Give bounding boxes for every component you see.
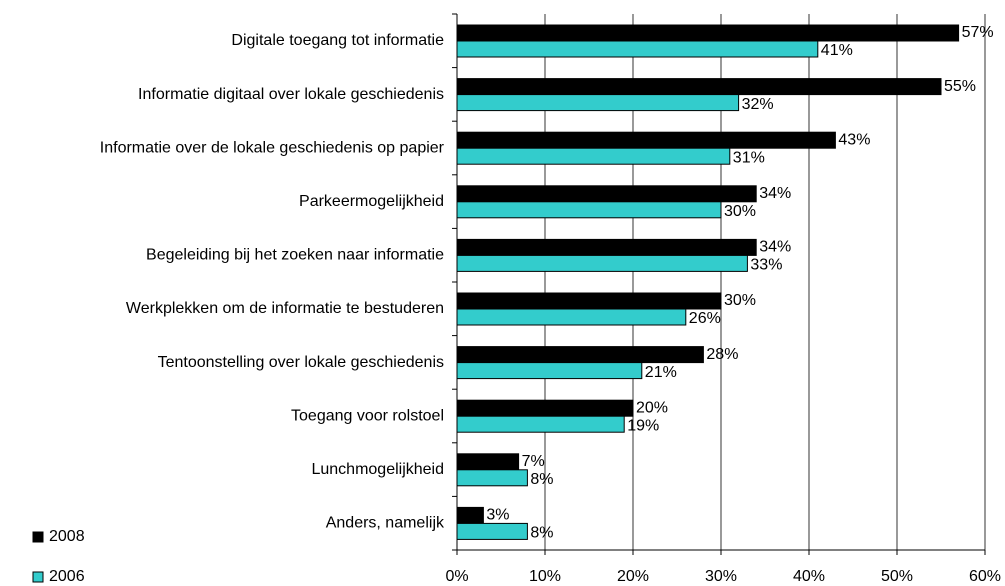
x-tick-label: 0%	[445, 568, 468, 585]
data-label: 28%	[706, 346, 738, 363]
data-label: 30%	[724, 292, 756, 309]
y-tick-label: Tentoonstelling over lokale geschiedenis	[158, 354, 444, 371]
bar	[456, 24, 960, 42]
bar	[456, 292, 722, 310]
y-tick-label: Anders, namelijk	[326, 515, 445, 532]
data-label: 41%	[821, 42, 853, 59]
data-label: 7%	[522, 453, 545, 470]
bar	[456, 238, 757, 256]
data-label: 31%	[733, 149, 765, 166]
data-label: 8%	[530, 525, 553, 542]
x-tick-label: 50%	[881, 568, 913, 585]
bar	[456, 185, 757, 203]
x-tick-label: 40%	[793, 568, 825, 585]
x-tick-label: 10%	[529, 568, 561, 585]
bar	[456, 94, 740, 112]
data-label: 32%	[742, 96, 774, 113]
legend-swatch	[32, 531, 44, 543]
y-tick-label: Lunchmogelijkheid	[311, 461, 444, 478]
bar	[456, 399, 634, 417]
data-label: 19%	[627, 417, 659, 434]
legend-label: 2006	[49, 568, 85, 585]
data-label: 8%	[530, 471, 553, 488]
bar	[456, 254, 748, 272]
bar	[456, 40, 819, 58]
data-label: 21%	[645, 364, 677, 381]
x-tick-label: 30%	[705, 568, 737, 585]
data-label: 26%	[689, 310, 721, 327]
bar	[456, 453, 520, 471]
y-tick-label: Informatie digitaal over lokale geschied…	[138, 86, 444, 103]
data-label: 3%	[486, 507, 509, 524]
data-label: 57%	[962, 24, 994, 41]
bar	[456, 346, 704, 364]
data-label: 20%	[636, 399, 668, 416]
y-tick-label: Digitale toegang tot informatie	[231, 32, 444, 49]
bar	[456, 415, 625, 433]
bar	[456, 131, 836, 149]
legend-label: 2008	[49, 528, 85, 545]
bar	[456, 78, 942, 96]
y-tick-label: Werkplekken om de informatie te bestuder…	[126, 300, 444, 317]
legend-swatch	[32, 571, 44, 583]
data-label: 34%	[759, 185, 791, 202]
data-label: 43%	[838, 131, 870, 148]
y-tick-label: Parkeermogelijkheid	[299, 193, 444, 210]
bar	[456, 522, 528, 540]
bar	[456, 362, 643, 380]
bar	[456, 469, 528, 487]
x-tick-label: 60%	[969, 568, 1001, 585]
y-tick-label: Informatie over de lokale geschiedenis o…	[100, 139, 445, 156]
x-tick-label: 20%	[617, 568, 649, 585]
y-tick-label: Begeleiding bij het zoeken naar informat…	[146, 247, 444, 264]
bar	[456, 506, 484, 524]
bar	[456, 147, 731, 165]
y-tick-label: Toegang voor rolstoel	[291, 407, 444, 424]
data-label: 34%	[759, 239, 791, 256]
bar	[456, 308, 687, 326]
data-label: 33%	[750, 257, 782, 274]
bar	[456, 201, 722, 219]
data-label: 55%	[944, 78, 976, 95]
data-label: 30%	[724, 203, 756, 220]
